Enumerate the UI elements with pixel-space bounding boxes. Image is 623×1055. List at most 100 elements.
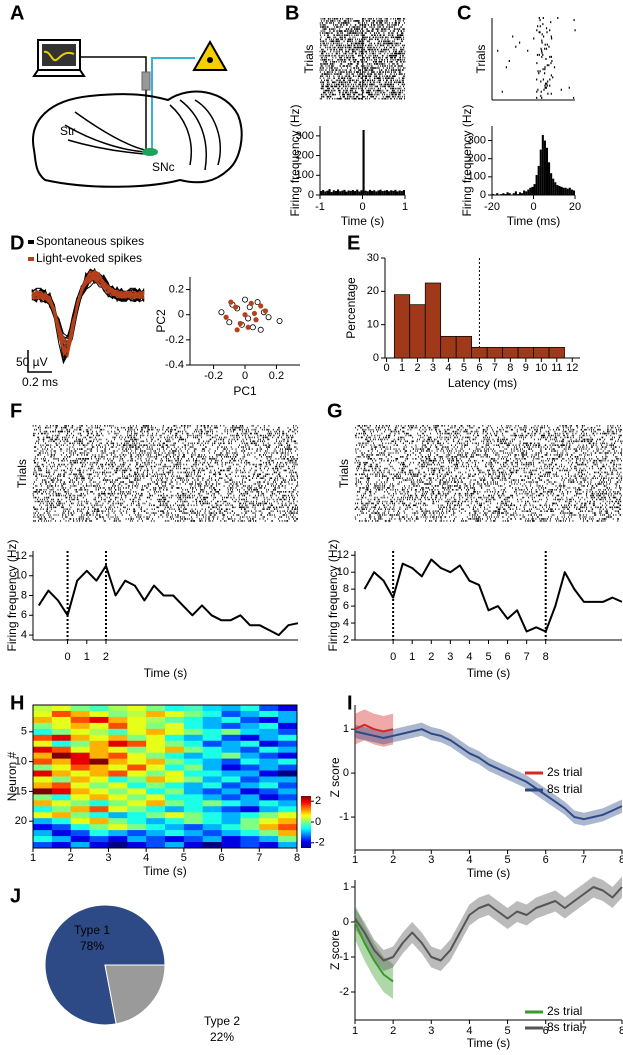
heatmap-cell [240, 824, 260, 831]
bar [392, 190, 395, 195]
heatmap-cell [89, 705, 109, 712]
bar [368, 189, 371, 195]
x-tick-label: 3 [428, 854, 434, 866]
heatmap-cell [127, 746, 147, 754]
bar [560, 186, 563, 195]
bar [356, 189, 359, 195]
bar [398, 190, 401, 195]
heatmap-cell [146, 782, 166, 789]
heatmap-cell [221, 806, 241, 813]
x-tick-label: 5 [461, 362, 467, 374]
heatmap-cell [259, 752, 279, 760]
heatmap-cell [89, 806, 109, 813]
colorbar [301, 796, 311, 848]
heatmap-cell [278, 722, 298, 730]
heatmap-cell [202, 776, 222, 783]
heatmap-cell [202, 728, 222, 736]
bar [514, 191, 517, 195]
y-tick-label: 6 [343, 600, 349, 612]
bar [537, 165, 540, 195]
x-axis-label: Latency (ms) [448, 376, 517, 390]
heatmap-cell [183, 728, 204, 736]
heatmap-cell [51, 740, 72, 748]
heatmap-cell [127, 764, 147, 771]
heatmap-cell [127, 794, 147, 801]
heatmap-cell [89, 716, 109, 724]
heatmap-cell [146, 794, 166, 801]
y-tick-label: 0 [373, 352, 379, 364]
heatmap-cell [278, 812, 298, 819]
heatmap-cell [240, 740, 260, 748]
heatmap-cell [127, 824, 147, 831]
raster-label: Trials [302, 45, 316, 74]
heatmap-cell [202, 842, 222, 849]
error-band [355, 722, 622, 826]
raster [319, 18, 406, 100]
heatmap-cell [146, 788, 166, 795]
bar [500, 194, 503, 195]
pie-value-label: 78% [80, 939, 104, 953]
heatmap-cell [70, 776, 90, 783]
bar [400, 191, 403, 195]
heatmap-cell [108, 794, 128, 801]
x-tick-label: 3 [428, 1025, 434, 1037]
bar [523, 190, 526, 195]
x-tick-label: 4 [466, 651, 472, 663]
heatmap-cell [33, 722, 53, 730]
raster-label: Trials [337, 459, 351, 488]
heatmap-cell [89, 764, 109, 771]
heatmap-cell [221, 836, 241, 843]
heatmap-cell [33, 764, 53, 771]
heatmap-cell [146, 716, 166, 724]
bar [393, 294, 411, 359]
y-tick-label: 4 [343, 617, 349, 629]
heatmap-cell [146, 830, 166, 837]
heatmap-cell [183, 764, 204, 771]
line [37, 564, 299, 637]
bar [347, 190, 350, 195]
heatmap-frame [32, 704, 298, 849]
heatmap-cell [165, 776, 185, 783]
line [354, 886, 623, 962]
heatmap-cell [221, 818, 241, 825]
heatmap-cell [259, 722, 279, 730]
point [262, 308, 269, 314]
heatmap-cell [108, 770, 128, 777]
heatmap-cell [165, 740, 185, 748]
heatmap-cell [70, 806, 90, 813]
heatmap-cell [183, 788, 204, 795]
bar [548, 346, 565, 359]
y-tick-label: 12 [337, 549, 349, 561]
heatmap-cell [221, 752, 241, 760]
bar [533, 346, 550, 359]
heatmap-cell [183, 806, 204, 813]
heatmap-cell [70, 752, 90, 760]
heatmap-cell [146, 710, 166, 718]
heatmap-cell [202, 818, 222, 825]
heatmap-cell [108, 758, 128, 765]
y-tick-label: -0.4 [165, 359, 184, 371]
panel-label: J [10, 885, 21, 907]
bar [558, 185, 561, 195]
heatmap-cell [127, 776, 147, 783]
heatmap-cell [127, 782, 147, 789]
point [226, 319, 233, 326]
bar [564, 187, 567, 195]
bar [366, 191, 369, 195]
heatmap-cell [183, 705, 204, 712]
bar [502, 193, 505, 195]
heatmap-cell [240, 710, 260, 718]
heatmap-cell [108, 806, 128, 813]
y-tick-label: 0.2 [169, 283, 184, 295]
heatmap-cell [51, 776, 72, 783]
heatmap-cell [183, 734, 204, 742]
bar [548, 162, 551, 195]
x-tick-label: 0 [530, 201, 536, 213]
heatmap-cell [221, 782, 241, 789]
y-tick-label: 6 [21, 609, 27, 621]
heatmap-cell [240, 782, 260, 789]
heatmap-cell [51, 716, 72, 724]
heatmap-cell [33, 800, 53, 807]
y-tick-label: 0 [308, 189, 314, 201]
point [258, 303, 264, 309]
